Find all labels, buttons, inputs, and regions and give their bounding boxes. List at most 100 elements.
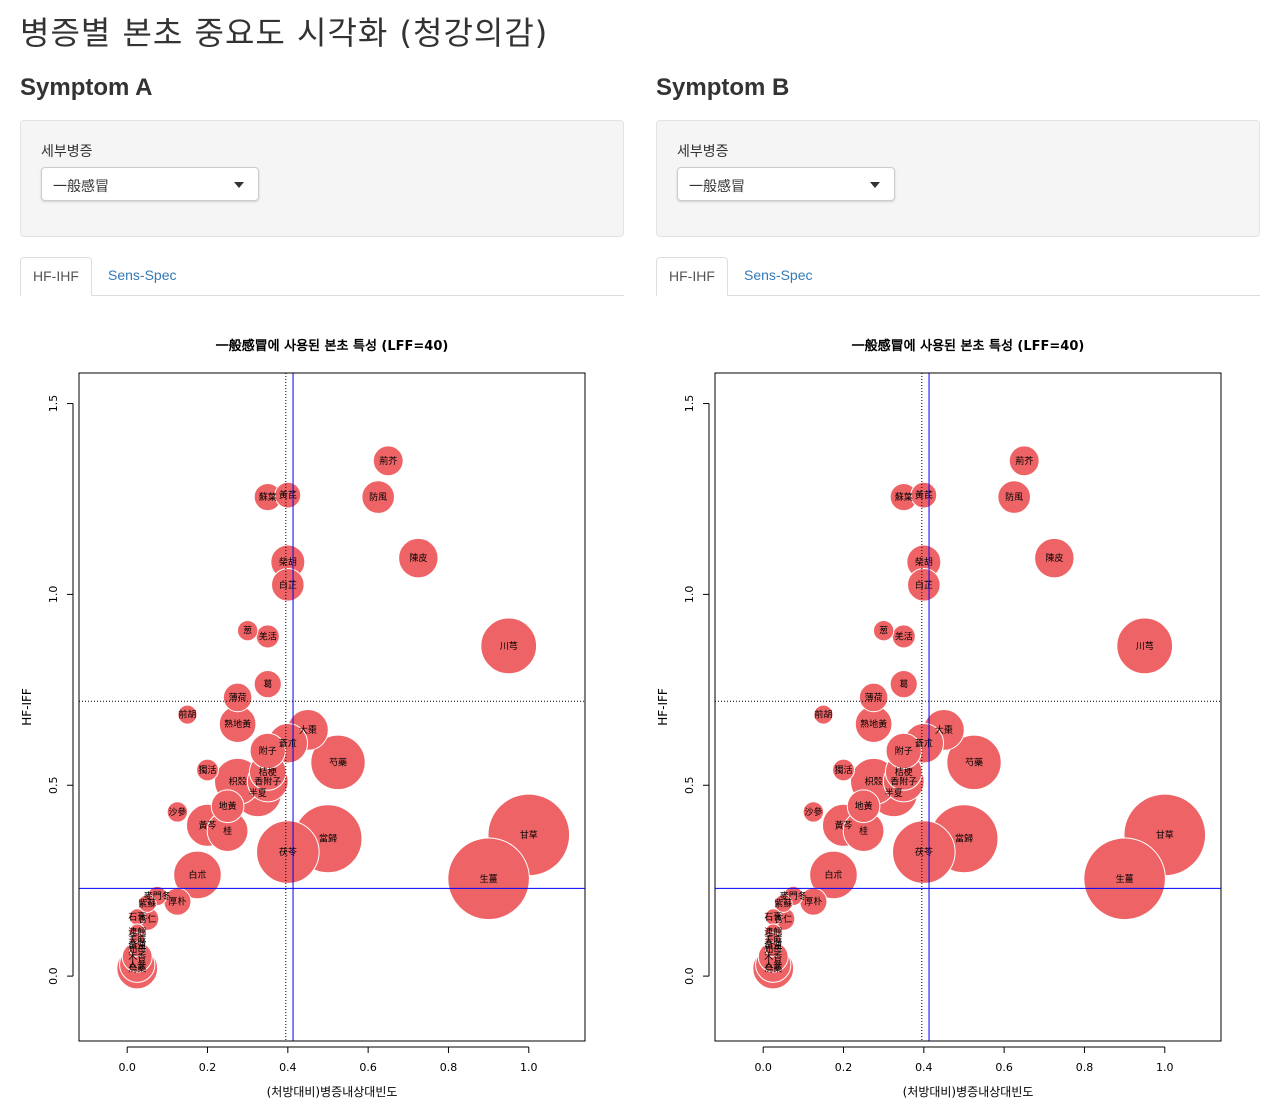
subcondition-select-value: 一般感冒 [53, 179, 109, 195]
tab-sens-spec[interactable]: Sens-Spec [108, 267, 177, 283]
bubble-point [892, 820, 956, 884]
x-tick-label: 0.0 [118, 1061, 136, 1074]
x-tick-label: 0.6 [359, 1061, 377, 1074]
bubble-label: 陳皮 [1045, 552, 1063, 564]
bubble-label: 木香 [764, 951, 782, 963]
bubble-label: 葛 [263, 678, 272, 690]
bubble-label: 蒼朮 [915, 737, 933, 749]
bubble-label: 人參 [128, 959, 146, 971]
bubble-label: 厚朴 [168, 896, 186, 908]
bubble-label: 陳皮 [409, 552, 427, 564]
bubble-label: 白芷 [915, 579, 933, 591]
bubble-label: 人參 [764, 959, 782, 971]
bubble-point [872, 619, 895, 642]
bubble-label: 芍藥 [329, 756, 347, 768]
page-title: 병증별 본초 중요도 시각화 (청강의감) [20, 14, 549, 52]
bubble-point [256, 820, 320, 884]
x-tick-label: 0.0 [754, 1061, 772, 1074]
bubble-label: 黃芩 [199, 819, 217, 831]
bubble-point [129, 941, 146, 958]
bubble-label: 石膏 [128, 911, 146, 923]
tab-hf-ihf[interactable]: HF-IHF [656, 257, 728, 296]
bubble-label: 枳殼 [865, 775, 883, 787]
bubble-label: 桔梗 [259, 766, 277, 778]
bubble-label: 大棗 [299, 724, 317, 736]
bubble-point [802, 801, 825, 823]
bubble-label: 葱 [879, 625, 888, 637]
bubble-label: 天麻 [764, 934, 782, 946]
bubble-label: 羌活 [259, 630, 277, 642]
bubble-label: 蒼朮 [279, 737, 297, 749]
bubble-label: 黃芪 [279, 489, 297, 501]
bubble-point [361, 480, 396, 514]
x-tick-label: 1.0 [520, 1061, 538, 1074]
bubble-label: 生薑 [480, 873, 498, 885]
bubble-label: 沙參 [804, 806, 822, 818]
bubble-point [997, 480, 1032, 514]
symptom-b-heading: Symptom B [656, 74, 790, 101]
chart-title: 一般感冒에 사용된 본초 특성 (LFF=40) [852, 338, 1085, 354]
bubble-label: 桔梗 [895, 766, 913, 778]
bubble-label: 羌活 [895, 630, 913, 642]
bubble-label: 半夏 [249, 787, 267, 799]
bubble-point [1034, 537, 1075, 579]
symptom-a-panel: Symptom A 세부병증 一般感冒 HF-IHF Sens-Spec 一般感… [20, 0, 624, 1115]
bubble-label: 防風 [1005, 491, 1023, 503]
bubble-label: 附子 [895, 745, 913, 757]
bubble-point [889, 669, 918, 699]
tab-hf-ihf[interactable]: HF-IHF [20, 257, 92, 296]
bubble-label: 川芎 [500, 640, 518, 652]
tab-sens-spec[interactable]: Sens-Spec [744, 267, 813, 283]
bubble-point [398, 537, 439, 579]
bubble-label: 芍藥 [965, 756, 983, 768]
bubble-label: 大棗 [935, 724, 953, 736]
chevron-down-icon [234, 182, 244, 188]
bubble-point [447, 837, 530, 921]
symptom-b-controls: 세부병증 一般感冒 [656, 120, 1260, 237]
bubble-label: 前胡 [814, 709, 832, 721]
bubble-point [809, 850, 858, 900]
bubble-label: 白芷 [279, 579, 297, 591]
bubble-label: 桂 [859, 825, 868, 837]
subcondition-select[interactable]: 一般感冒 [41, 167, 259, 201]
y-axis-label: HF-IFF [656, 688, 670, 726]
x-tick-label: 0.8 [1076, 1061, 1094, 1074]
bubble-label: 蘇葉 [895, 491, 913, 503]
y-tick-label: 1.0 [683, 586, 696, 604]
bubble-label: 麥門冬 [780, 890, 807, 902]
bubble-label: 茯苓 [915, 846, 933, 858]
bubble-label: 荊芥 [1015, 456, 1033, 467]
bubble-label: 防風 [369, 491, 387, 503]
bubble-point [137, 894, 157, 913]
bubble-label: 紫蘇 [774, 898, 792, 910]
subcondition-label: 세부병증 [41, 144, 93, 160]
bubble-label: 連翹 [764, 926, 782, 938]
x-tick-label: 0.2 [835, 1061, 853, 1074]
bubble-label: 生薑 [1116, 873, 1134, 885]
bubble-label: 木香 [128, 951, 146, 963]
bubble-label: 沙參 [168, 806, 186, 818]
bubble-point [773, 894, 793, 913]
x-axis-label: (처방대비)병증내상대빈도 [903, 1085, 1034, 1099]
bubble-label: 石膏 [764, 911, 782, 923]
bubble-label: 柴胡 [279, 556, 297, 568]
bubble-label: 紫蘇 [138, 898, 156, 910]
bubble-label: 半夏 [885, 787, 903, 799]
bubble-point [274, 481, 302, 509]
bubble-label: 杏仁 [138, 913, 156, 925]
bubble-label: 茯苓 [279, 846, 297, 858]
bubble-point [173, 850, 222, 900]
bubble-label: 枳殼 [229, 775, 247, 787]
y-tick-label: 1.0 [47, 586, 60, 604]
subcondition-select[interactable]: 一般感冒 [677, 167, 895, 201]
y-tick-label: 0.0 [683, 967, 696, 985]
bubble-label: 熟地黃 [224, 718, 251, 730]
bubble-point [253, 669, 282, 699]
bubble-label: 熟地黃 [860, 718, 887, 730]
y-tick-label: 0.5 [683, 777, 696, 795]
plot-frame [714, 372, 1222, 1042]
bubble-label: 白朮 [188, 869, 206, 881]
bubble-label: 麥門冬 [144, 890, 171, 902]
chart-title: 一般感冒에 사용된 본초 특성 (LFF=40) [216, 338, 449, 354]
